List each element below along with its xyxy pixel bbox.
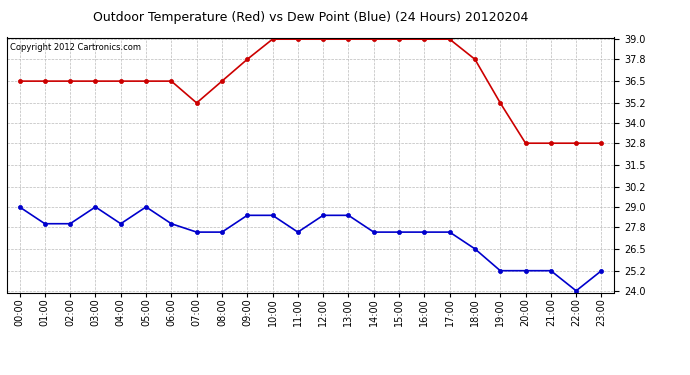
Text: Outdoor Temperature (Red) vs Dew Point (Blue) (24 Hours) 20120204: Outdoor Temperature (Red) vs Dew Point (… bbox=[93, 11, 528, 24]
Text: Copyright 2012 Cartronics.com: Copyright 2012 Cartronics.com bbox=[10, 43, 141, 52]
